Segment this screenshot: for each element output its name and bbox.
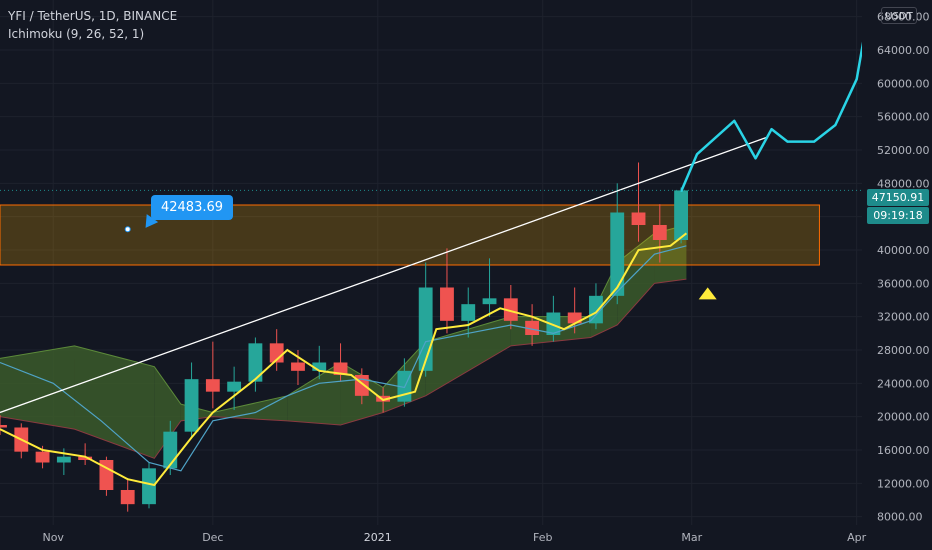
candle-body: [248, 343, 263, 382]
candle-body: [120, 490, 135, 505]
candle-body: [674, 190, 689, 240]
y-tick-label: 56000.00: [877, 111, 930, 124]
marker-triangle-up: [698, 287, 717, 300]
candle-body: [99, 460, 114, 490]
candle-body: [461, 304, 476, 321]
price-note-callout[interactable]: 42483.69: [151, 195, 233, 220]
time-axis-panel: [0, 525, 862, 550]
y-tick-label: 60000.00: [877, 77, 930, 90]
candle-body: [78, 456, 93, 460]
ichimoku-cloud-segment: [212, 395, 288, 421]
candle-body: [652, 225, 667, 240]
ichimoku-cloud-segment: [154, 366, 181, 459]
ichimoku-cloud-segment: [0, 345, 75, 430]
y-tick-label: 64000.00: [877, 44, 930, 57]
candle-body: [482, 298, 497, 305]
x-tick-label: Nov: [42, 531, 64, 544]
candle-body: [354, 375, 369, 396]
y-tick-label: 28000.00: [877, 344, 930, 357]
y-tick-label: 8000.00: [877, 511, 923, 524]
candle-body: [56, 456, 71, 463]
candle-body: [546, 312, 561, 335]
candle-body: [312, 362, 327, 371]
candle-body: [589, 295, 603, 324]
tenkan-sen-line: [0, 232, 688, 487]
x-tick-label: 2021: [364, 531, 392, 544]
y-tick-label: 48000.00: [877, 177, 930, 190]
price-axis-panel: [862, 0, 932, 550]
ichimoku-cloud-segment: [74, 345, 155, 459]
last-price-label: 47150.91: [867, 189, 929, 206]
y-tick-label: 16000.00: [877, 444, 930, 457]
candle-body: [227, 381, 242, 392]
candle-body: [205, 379, 220, 392]
candle-body: [291, 362, 305, 371]
y-tick-label: 24000.00: [877, 377, 930, 390]
candle-body: [440, 287, 454, 321]
candle-body: [610, 212, 625, 296]
ichimoku-cloud-segment: [287, 362, 341, 425]
candle-body: [0, 425, 7, 428]
resistance-zone: [0, 204, 820, 266]
y-tick-label: 36000.00: [877, 277, 930, 290]
candle-body: [503, 298, 518, 321]
x-tick-label: Feb: [533, 531, 552, 544]
x-tick-label: Mar: [681, 531, 702, 544]
x-tick-label: Apr: [847, 531, 867, 544]
y-tick-label: 40000.00: [877, 244, 930, 257]
x-tick-label: Dec: [202, 531, 223, 544]
y-tick-label: 32000.00: [877, 311, 930, 324]
candle-body: [333, 362, 348, 375]
trendline: [0, 136, 767, 414]
bar-countdown-label: 09:19:18: [867, 207, 929, 224]
indicator-legend: Ichimoku (9, 26, 52, 1): [8, 27, 145, 41]
ichimoku-cloud-segment: [425, 316, 511, 396]
candle-body: [163, 431, 178, 469]
price-note-anchor: [124, 226, 131, 233]
y-tick-label: 52000.00: [877, 144, 930, 157]
candle-body: [142, 468, 156, 505]
symbol-title: YFI / TetherUS, 1D, BINANCE: [8, 9, 178, 23]
candle-body: [525, 320, 540, 335]
candle-body: [35, 451, 50, 463]
ichimoku-cloud-segment: [617, 233, 655, 325]
candle-body: [631, 212, 646, 225]
candle-body: [567, 312, 582, 324]
candle-body: [184, 379, 199, 432]
currency-button[interactable]: USDT: [881, 7, 917, 24]
kijun-sen-line: [0, 245, 687, 472]
y-tick-label: 20000.00: [877, 411, 930, 424]
y-tick-label: 12000.00: [877, 477, 930, 490]
senkou-span-b-line: [0, 278, 687, 459]
